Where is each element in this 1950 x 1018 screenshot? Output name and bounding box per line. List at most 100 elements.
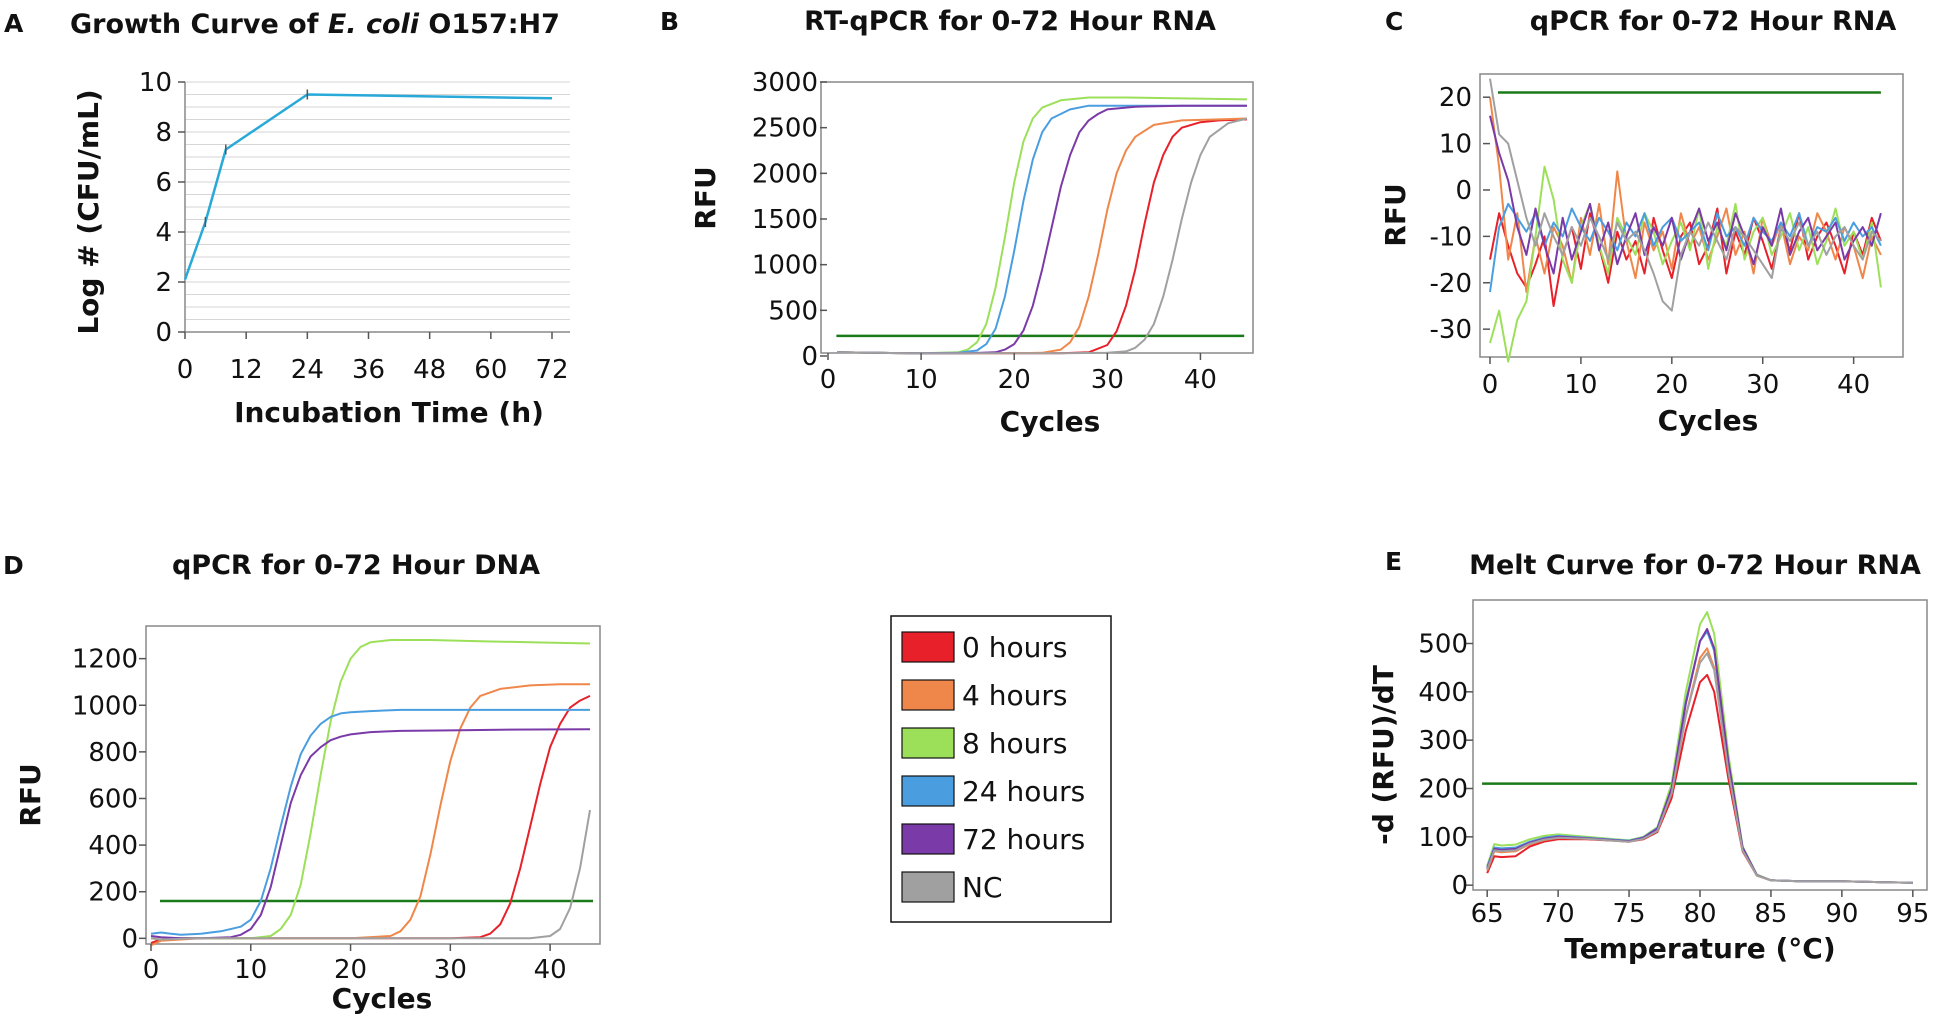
panel-b-x-tick-label: 40: [1184, 365, 1217, 395]
panel-a-label: A: [4, 9, 24, 38]
panel-b-label: B: [660, 7, 679, 36]
panel-e-series-0-hours: [1486, 673, 1913, 884]
panel-a-x-tick-label: 72: [535, 355, 568, 385]
legend-swatch-8-hours: [901, 727, 955, 759]
legend-frame: [890, 615, 1112, 923]
panel-b-y-tick-label: 2000: [752, 159, 818, 189]
panel-c-y-tick-label: -20: [1430, 269, 1472, 299]
panel-c-x-tick-label: 40: [1837, 370, 1870, 400]
panel-d-y-tick-label: 200: [88, 878, 138, 908]
panel-c-y-tick-label: -10: [1430, 222, 1472, 252]
panel-e-series-24-hours: [1486, 630, 1913, 884]
panel-c-y-tick-label: 10: [1439, 130, 1472, 160]
panel-e-y-tick-label: 200: [1418, 775, 1468, 805]
panel-b-y-tick-label: 1000: [752, 251, 818, 281]
legend-swatch-24-hours: [901, 775, 955, 807]
panel-c-frame: [1479, 73, 1904, 358]
panel-a-x-tick-label: 12: [230, 355, 263, 385]
panel-e-y-tick-label: 0: [1451, 871, 1468, 901]
panel-e-series-nc: [1486, 652, 1913, 884]
panel-d-plot: [150, 639, 594, 947]
panel-b-x-tick-label: 20: [998, 365, 1031, 395]
panel-d-y-tick-label: 800: [88, 738, 138, 768]
panel-c-x-label: Cycles: [1658, 404, 1759, 437]
panel-d-x-tick-label: 0: [143, 955, 160, 985]
panel-c-title: qPCR for 0-72 Hour RNA: [1530, 6, 1897, 37]
panel-e-x-tick-label: 65: [1471, 899, 1504, 929]
legend-label-4-hours: 4 hours: [962, 679, 1067, 712]
panel-e-y-label: -d (RFU)/dT: [1367, 665, 1400, 845]
panel-e-x-ticks: 65 70 75 80 85 90 95: [1471, 890, 1929, 929]
panel-e-y-tick-label: 400: [1418, 678, 1468, 708]
panel-d-y-label: RFU: [14, 763, 47, 826]
panel-b-frame: [820, 81, 1254, 354]
panel-c-series-nc: [1489, 78, 1882, 312]
panel-a-y-tick-label: 2: [155, 268, 172, 298]
panel-e-series-72-hours: [1486, 628, 1913, 884]
panel-e-y-tick-label: 300: [1418, 726, 1468, 756]
panel-a-y-tick-label: 4: [155, 218, 172, 248]
panel-a-y-tick-label: 6: [155, 168, 172, 198]
panel-a-y-tick-label: 10: [139, 68, 172, 98]
panel-e-x-tick-label: 75: [1613, 899, 1646, 929]
panel-c-y-label: RFU: [1379, 183, 1412, 246]
panel-b-x-tick-label: 0: [820, 365, 837, 395]
panel-c-series-24-hours: [1489, 202, 1882, 293]
panel-a-x-tick-label: 60: [474, 355, 507, 385]
legend-label-24-hours: 24 hours: [962, 775, 1085, 808]
panel-e-series-8-hours: [1486, 611, 1913, 884]
panel-b-plot: [836, 96, 1248, 355]
panel-d-y-ticks: 0 200 400 600 800 1000 1200: [72, 645, 146, 954]
panel-d-series-8-hours: [150, 639, 591, 941]
panel-c-plot: [1489, 78, 1882, 363]
panel-d-y-tick-label: 400: [88, 831, 138, 861]
legend-label-8-hours: 8 hours: [962, 727, 1067, 760]
panel-e-plot: [1482, 611, 1918, 884]
panel-d-x-tick-label: 20: [334, 955, 367, 985]
panel-c-y-ticks: -30 -20 -10 0 10 20: [1430, 83, 1490, 345]
panel-a-title: Growth Curve of E. coli O157:H7: [70, 9, 560, 40]
panel-e-x-tick-label: 70: [1542, 899, 1575, 929]
panel-e-x-label: Temperature (°C): [1564, 932, 1835, 965]
panel-e-x-tick-label: 90: [1825, 899, 1858, 929]
panel-e-y-tick-label: 500: [1418, 630, 1468, 660]
legend-label-72-hours: 72 hours: [962, 823, 1085, 856]
panel-d-y-tick-label: 1200: [72, 645, 138, 675]
panel-e-x-tick-label: 85: [1754, 899, 1787, 929]
panel-c-label: C: [1385, 7, 1403, 36]
panel-b-series-4-hours: [837, 117, 1248, 355]
legend-items: 0 hours 4 hours 8 hours 24 hours 72 hours NC: [901, 631, 1085, 904]
panel-b: B RT-qPCR for 0-72 Hour RNA 0 10 20 30 40 0 5…: [660, 6, 1254, 438]
panel-d-series-24-hours: [150, 708, 590, 936]
panel-b-y-tick-label: 2500: [752, 114, 818, 144]
panel-e-x-tick-label: 95: [1896, 899, 1929, 929]
panel-b-y-tick-label: 3000: [752, 68, 818, 98]
panel-a-y-label: Log # (CFU/mL): [72, 89, 105, 334]
panel-a: A Growth Curve of E. coli O157:H7 0 12 24 3…: [4, 9, 570, 429]
panel-a-x-label: Incubation Time (h): [234, 396, 544, 429]
panel-b-y-tick-label: 500: [768, 296, 818, 326]
panel-b-series-72-hours: [837, 104, 1247, 355]
legend-label-nc: NC: [962, 871, 1003, 904]
panel-b-title: RT-qPCR for 0-72 Hour RNA: [804, 6, 1216, 37]
legend-swatch-nc: [901, 871, 955, 903]
panel-a-y-tick-label: 0: [155, 318, 172, 348]
legend: 0 hours 4 hours 8 hours 24 hours 72 hours NC: [890, 615, 1112, 923]
panel-e-title: Melt Curve for 0-72 Hour RNA: [1469, 550, 1921, 581]
panel-b-series-nc: [837, 117, 1248, 355]
panel-c-x-tick-label: 30: [1746, 370, 1779, 400]
panel-d: D qPCR for 0-72 Hour DNA 0 10 20 30 40 0 200 4…: [3, 550, 601, 1015]
panel-b-y-label: RFU: [689, 166, 722, 229]
panel-c-x-tick-label: 10: [1564, 370, 1597, 400]
legend-swatch-0-hours: [901, 631, 955, 663]
legend-swatch-72-hours: [901, 823, 955, 855]
panel-e-y-tick-label: 100: [1418, 823, 1468, 853]
panel-d-label: D: [3, 551, 24, 580]
panel-c-x-ticks: 0 10 20 30 40: [1482, 357, 1870, 400]
panel-d-series-nc: [150, 809, 591, 941]
panel-c-x-tick-label: 0: [1482, 370, 1499, 400]
panel-e-y-ticks: 0 100 200 300 400 500: [1418, 630, 1473, 901]
panel-c-x-tick-label: 20: [1655, 370, 1688, 400]
panel-d-y-tick-label: 1000: [72, 691, 138, 721]
